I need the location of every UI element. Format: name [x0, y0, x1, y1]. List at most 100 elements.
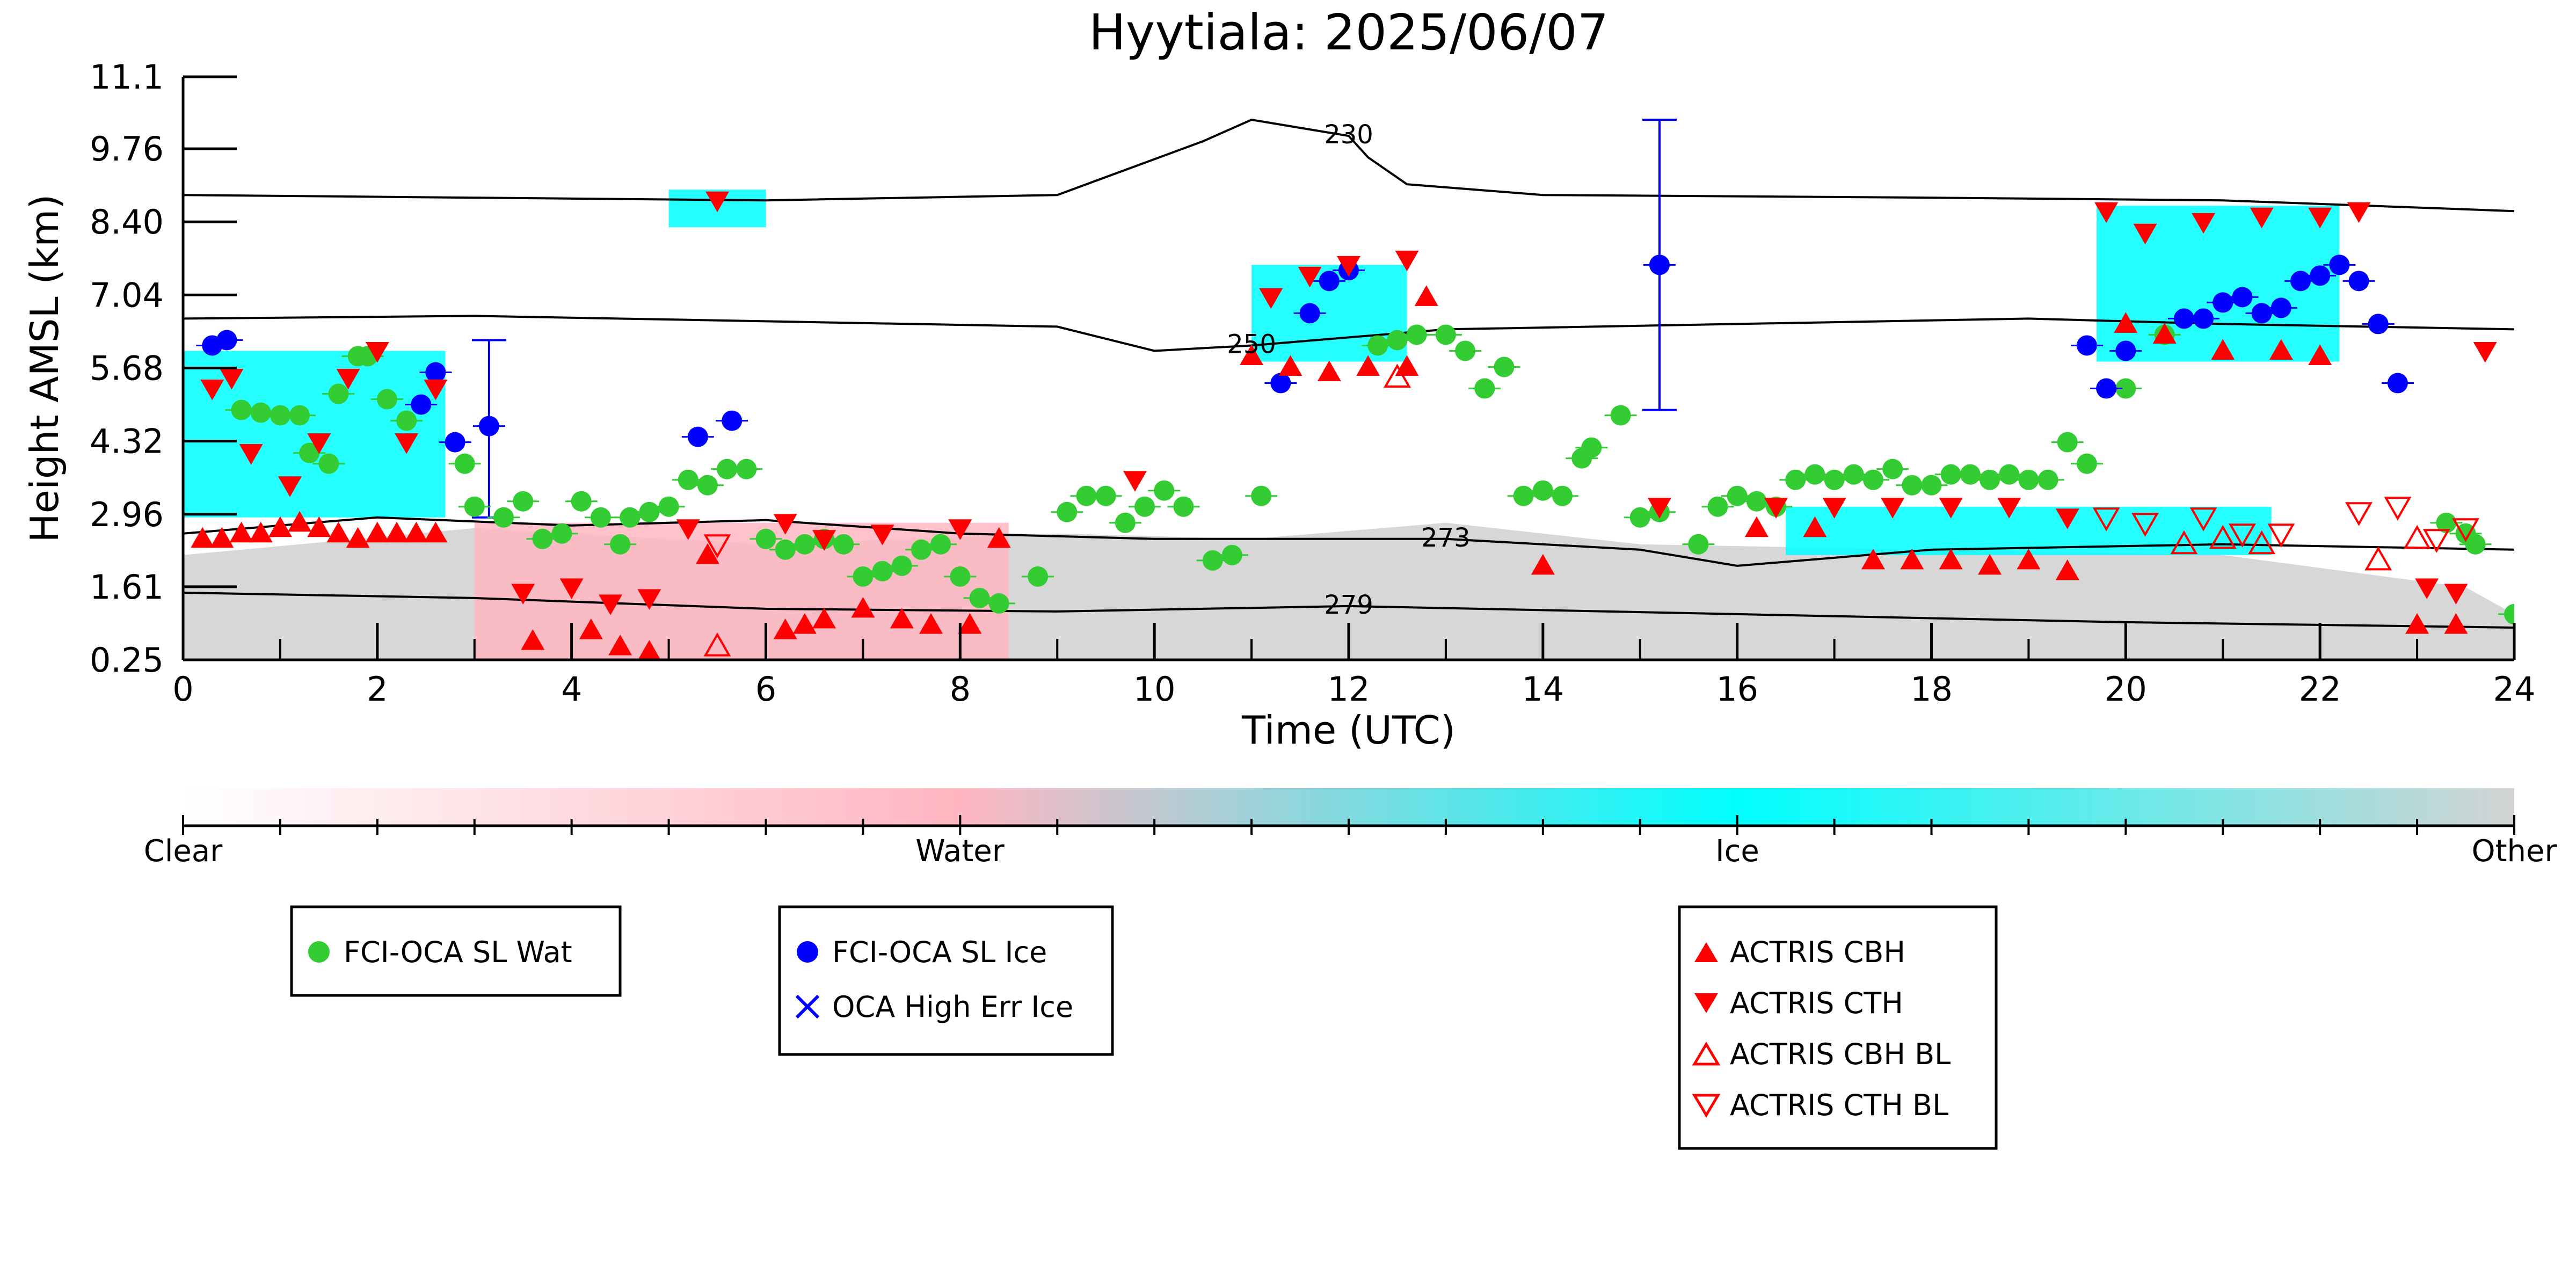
actris-cth-point-9: [511, 584, 535, 605]
actris-cth-bl-point-5: [2267, 523, 2295, 548]
fci-oca-sl-wat-point-25: [717, 459, 738, 479]
actris-cbh-point-11: [404, 521, 428, 543]
actris-cbh-point-44: [2269, 339, 2293, 360]
actris-cth-point-16: [812, 530, 836, 551]
actris-cbh-point-33: [1744, 516, 1769, 537]
fci-oca-sl-wat-point-77: [1902, 475, 1923, 496]
x-tick-label-4: 4: [561, 670, 582, 709]
fci-oca-sl-wat-point-81: [1980, 469, 2000, 490]
fci-oca-sl-wat-point-47: [1173, 496, 1194, 517]
legend-label-cth-bl: ACTRIS CTH BL: [1730, 1088, 1948, 1122]
contour-label-230: 230: [1324, 120, 1373, 150]
fci-oca-sl-wat-point-9: [376, 389, 397, 410]
fci-oca-sl-ice-point-14: [2096, 378, 2117, 399]
contour-labels: 230 250 273 279: [1227, 120, 1470, 620]
actris-cbh-point-31: [1414, 285, 1438, 306]
actris-cth-point-22: [1337, 256, 1360, 277]
fci-oca-sl-wat-point-59: [1532, 480, 1553, 501]
actris-cth-point-32: [2133, 223, 2157, 245]
fci-oca-sl-wat-point-16: [551, 523, 572, 544]
colorbar-label-ice: Ice: [1715, 834, 1759, 869]
fci-oca-sl-wat-point-68: [1727, 485, 1748, 506]
fci-oca-sl-wat-point-28: [775, 539, 796, 560]
actris-cbh-bl-point-3: [2209, 525, 2237, 549]
actris-cth-point-29: [1997, 498, 2021, 519]
fci-oca-sl-ice-point-24: [2329, 254, 2350, 275]
actris-cth-bl-point-8: [2422, 529, 2450, 553]
actris-cth-point-39: [2473, 341, 2497, 363]
fci-oca-sl-ice-point-5: [478, 416, 499, 436]
actris-cbh-point-10: [385, 521, 409, 543]
actris-cbh-point-47: [2444, 613, 2468, 634]
fci-oca-sl-wat-point-55: [1455, 340, 1476, 361]
fci-oca-sl-ice-point-4: [445, 432, 465, 453]
actris-cbh-bl-point-2: [2170, 530, 2198, 555]
fci-oca-sl-wat-point-15: [532, 528, 553, 549]
fci-oca-sl-wat-point-12: [464, 496, 485, 517]
y-tick-label-0.25: 0.25: [90, 641, 164, 680]
actris-cth-point-6: [365, 341, 389, 363]
actris-cbh-bl-point-6: [2403, 525, 2431, 549]
y-tick-label-11.1: 11.1: [90, 57, 164, 97]
fci-oca-sl-wat-point-23: [678, 469, 698, 490]
fci-oca-sl-ice-point-9: [1299, 303, 1320, 324]
actris-cth-point-12: [637, 589, 661, 610]
actris-cth-point-11: [599, 594, 623, 615]
actris-cth-point-1: [220, 369, 244, 390]
fci-oca-sl-wat-point-57: [1494, 356, 1515, 377]
fci-oca-sl-wat-point-17: [571, 491, 592, 512]
fci-oca-sl-wat-point-67: [1707, 496, 1728, 517]
actris-cth-point-35: [2308, 207, 2332, 229]
fci-oca-sl-wat-point-19: [610, 534, 631, 555]
actris-cbh-point-8: [346, 527, 370, 548]
actris-cbh-point-41: [2114, 312, 2138, 333]
actris-cth-bl-point-0: [703, 534, 731, 558]
actris-cth-point-13: [676, 519, 700, 540]
actris-cth-bl-point-4: [2228, 523, 2256, 548]
actris-cbh-point-13: [521, 629, 545, 650]
fci-oca-sl-wat-point-31: [833, 534, 854, 555]
x-tick-label-24: 24: [2493, 670, 2536, 709]
legend-marker-blue-x: [795, 994, 820, 1019]
fci-oca-sl-wat-point-84: [2037, 469, 2058, 490]
actris-cbh-point-20: [812, 607, 836, 629]
colorbar-ticks: [182, 815, 2515, 835]
chart-title: Hyytiala: 2025/06/07: [1089, 4, 1609, 61]
fci-oca-sl-wat-point-69: [1746, 491, 1767, 512]
fci-oca-sl-wat-point-20: [620, 507, 641, 528]
actris-cbh-bl-point-1: [1384, 363, 1411, 388]
legend-marker-triangle-up: [1694, 942, 1718, 962]
fci-oca-sl-wat-point-87: [2115, 378, 2136, 399]
fci-oca-sl-ice-point-3: [425, 362, 446, 383]
actris-cbh-point-19: [792, 613, 817, 634]
x-axis-label: Time (UTC): [1241, 708, 1456, 753]
x-tick-label-12: 12: [1328, 670, 1370, 709]
actris-cbh-point-37: [1939, 548, 1963, 570]
actris-cth-point-37: [2415, 578, 2439, 599]
actris-cth-point-14: [705, 191, 730, 213]
fci-oca-sl-wat-point-2: [270, 405, 290, 426]
actris-cbh-point-26: [1240, 344, 1264, 365]
fci-oca-sl-wat-point-46: [1154, 480, 1175, 501]
fci-oca-sl-wat-point-29: [794, 534, 815, 555]
legend-frame: [1678, 905, 1998, 1150]
fci-oca-sl-wat-point-13: [493, 507, 514, 528]
actris-cbh-bl-point-4: [2248, 530, 2276, 555]
fci-oca-sl-wat-point-39: [988, 593, 1009, 614]
fci-oca-sl-wat-point-80: [1960, 464, 1981, 485]
fci-oca-sl-wat-point-32: [853, 566, 874, 587]
legend-water: FCI-OCA SL Wat: [290, 905, 622, 997]
actris-cth-point-8: [424, 380, 448, 401]
actris-cbh-point-5: [288, 511, 312, 532]
fci-oca-sl-ice-point-1: [216, 330, 237, 351]
actris-cbh-point-21: [851, 596, 875, 618]
actris-cbh-point-6: [307, 516, 331, 537]
actris-cbh-point-39: [2017, 548, 2041, 570]
fci-oca-sl-wat-point-79: [1940, 464, 1961, 485]
y-tick-label-7.04: 7.04: [90, 275, 164, 315]
actris-cth-point-4: [307, 433, 331, 454]
actris-cth-bl-point-2: [2131, 513, 2159, 537]
legend-marker-triangle-down: [1694, 993, 1718, 1013]
fci-oca-sl-wat-point-78: [1921, 475, 1942, 496]
actris-cth-point-2: [239, 444, 263, 465]
